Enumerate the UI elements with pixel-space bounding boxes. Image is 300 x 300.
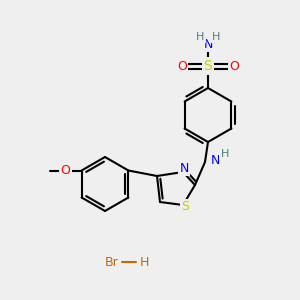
Text: H: H xyxy=(139,256,149,268)
Text: N: N xyxy=(210,154,220,166)
Text: N: N xyxy=(179,161,189,175)
Text: Br: Br xyxy=(105,256,119,268)
Text: H: H xyxy=(212,32,220,42)
Text: O: O xyxy=(177,59,187,73)
Text: H: H xyxy=(196,32,204,42)
Text: S: S xyxy=(204,59,212,73)
Text: H: H xyxy=(221,149,229,159)
Text: S: S xyxy=(181,200,189,214)
Text: N: N xyxy=(203,38,213,50)
Text: O: O xyxy=(229,59,239,73)
Text: O: O xyxy=(61,164,70,177)
